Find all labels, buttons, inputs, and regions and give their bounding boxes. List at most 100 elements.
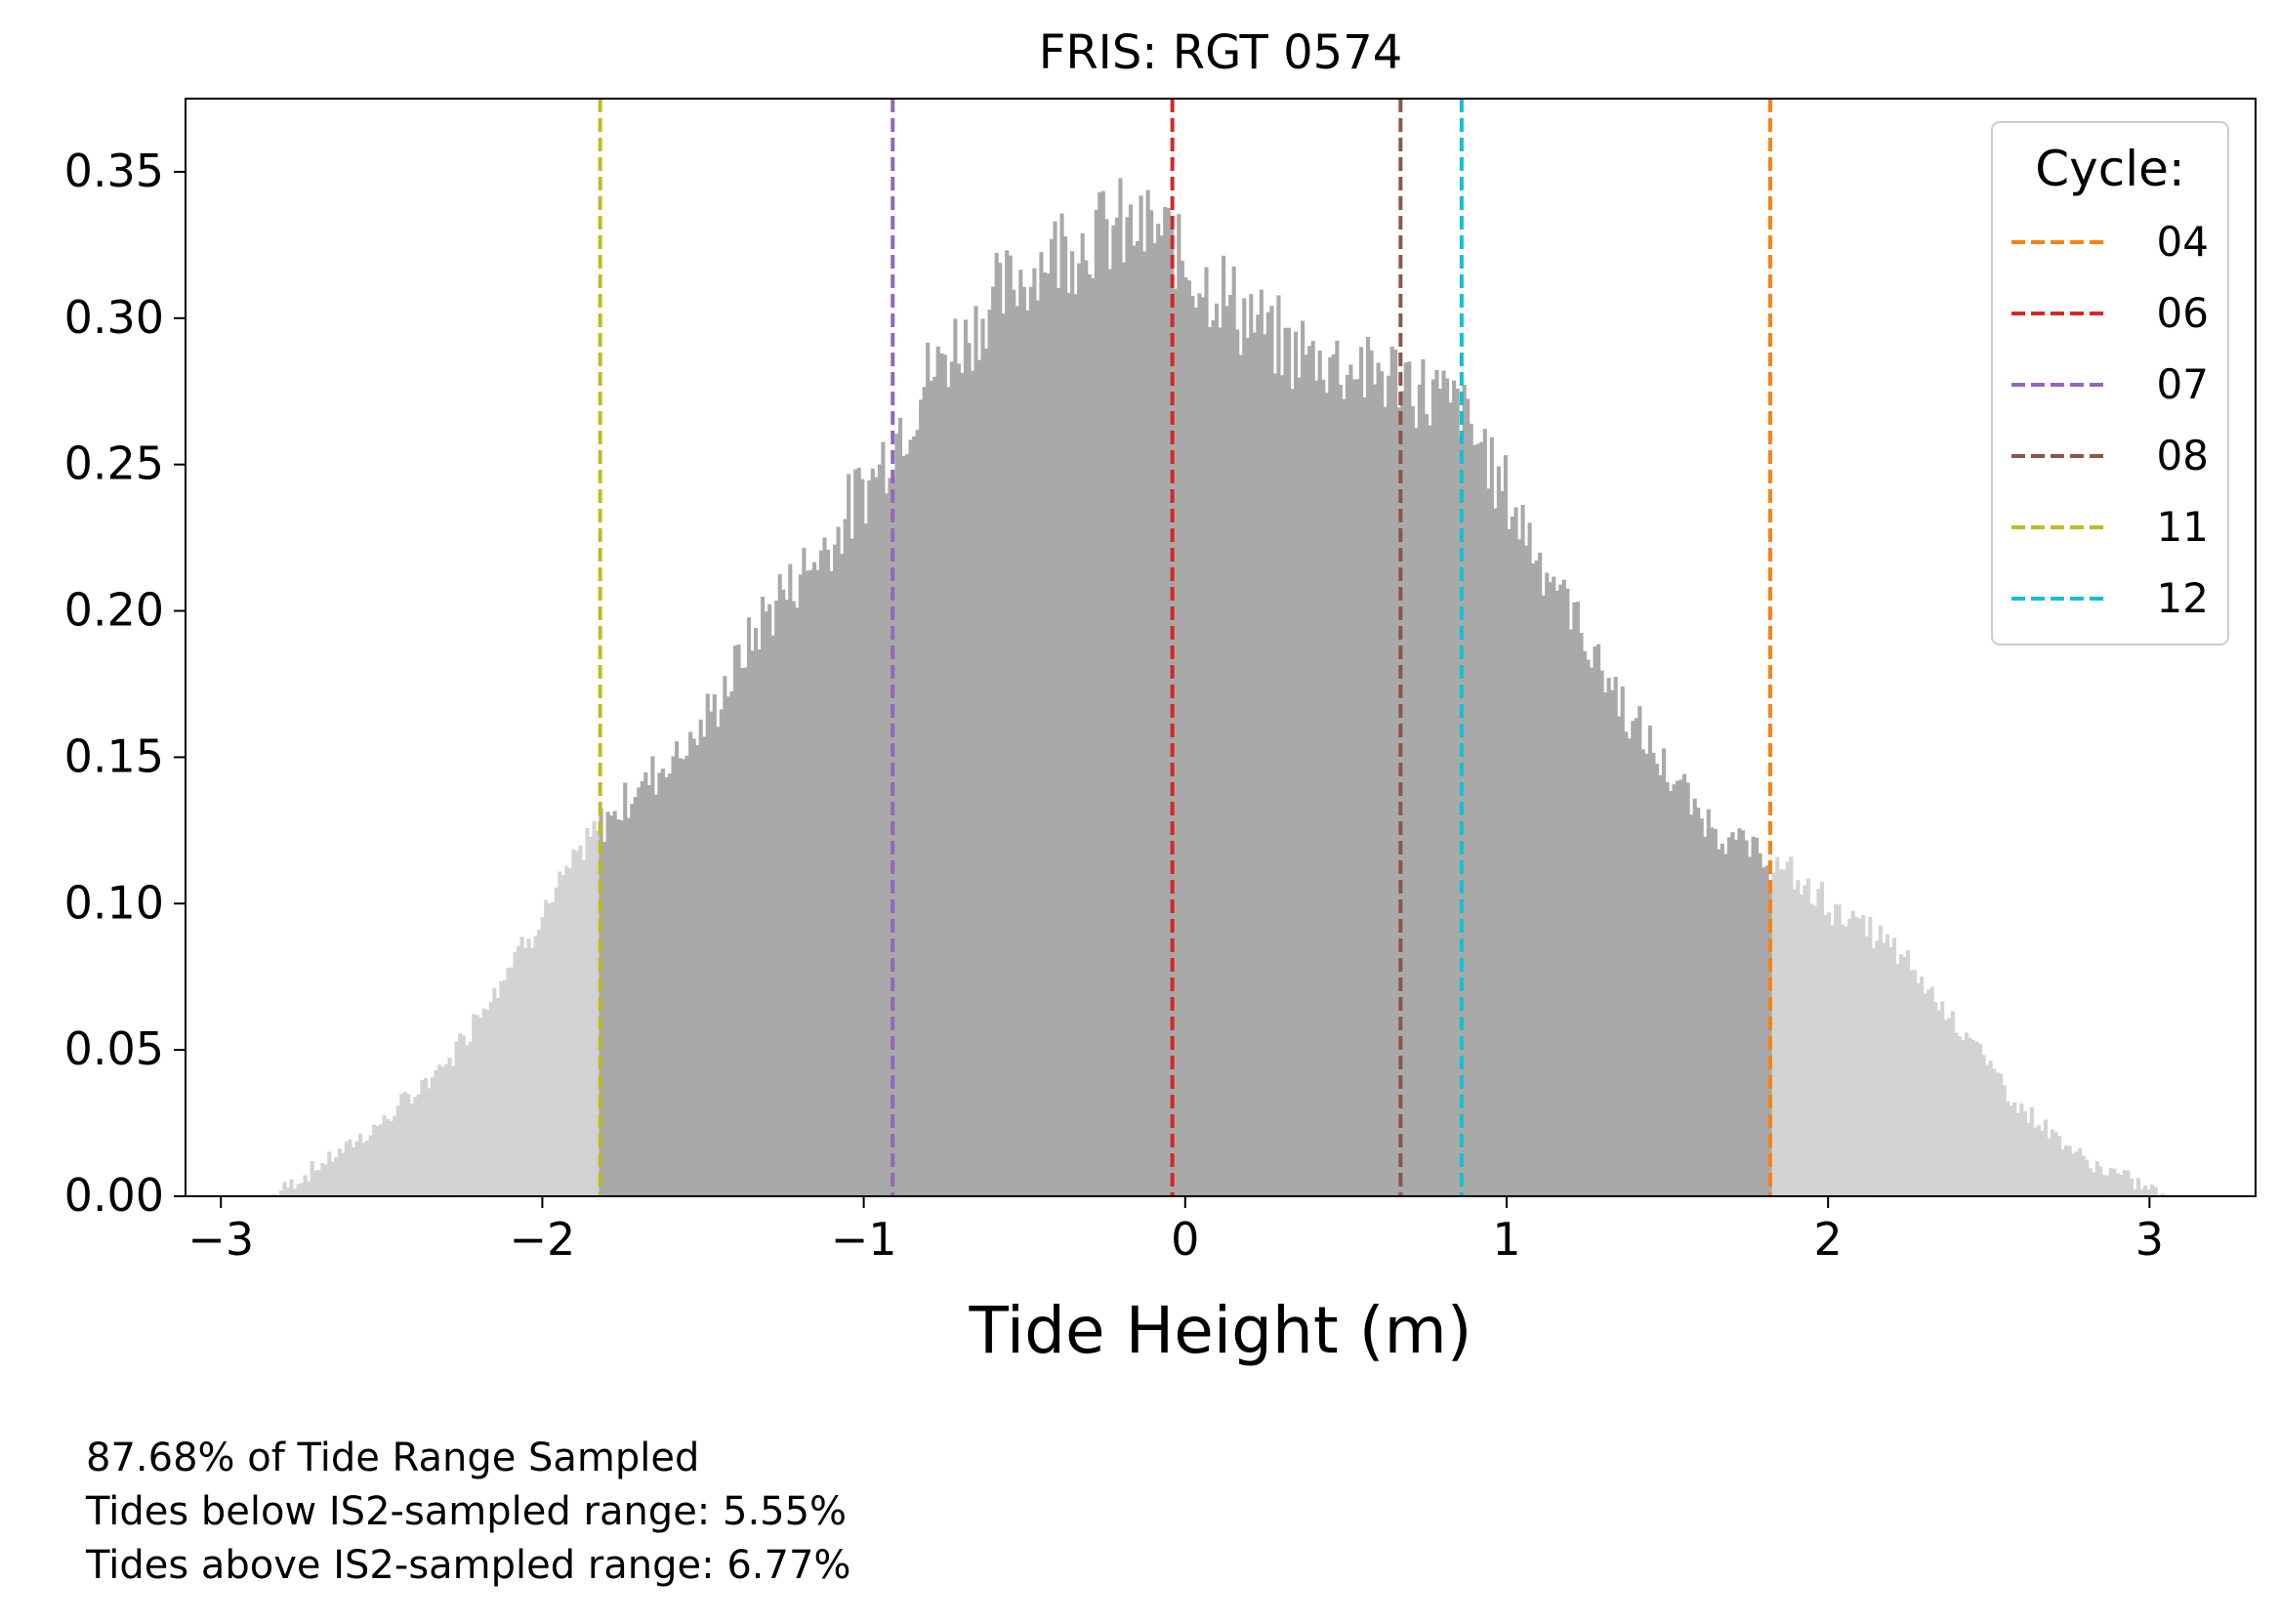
histogram-bar bbox=[767, 604, 772, 1196]
histogram-bar bbox=[1012, 289, 1016, 1196]
histogram-bar bbox=[2067, 1145, 2072, 1196]
histogram-bar bbox=[884, 493, 889, 1196]
histogram-bar bbox=[547, 903, 552, 1196]
histogram-bar bbox=[1696, 808, 1701, 1196]
histogram-bar bbox=[1111, 225, 1116, 1196]
histogram-bar bbox=[2053, 1132, 2058, 1196]
histogram-bar bbox=[564, 865, 569, 1196]
histogram-bar bbox=[1575, 602, 1580, 1196]
histogram-bar bbox=[643, 771, 648, 1196]
histogram-bar bbox=[1507, 528, 1512, 1196]
histogram-bar bbox=[1430, 379, 1436, 1196]
histogram-bar bbox=[436, 1064, 442, 1196]
histogram-bar bbox=[1913, 970, 1918, 1196]
histogram-bar bbox=[447, 1057, 452, 1196]
histogram-bar bbox=[863, 523, 868, 1196]
histogram-bar bbox=[2022, 1110, 2027, 1196]
histogram-bar bbox=[602, 842, 607, 1196]
histogram-bar bbox=[1294, 331, 1299, 1196]
histogram-bar bbox=[1534, 560, 1539, 1196]
histogram-bar bbox=[2029, 1106, 2034, 1196]
y-tick-label: 0.35 bbox=[64, 145, 164, 197]
histogram-bar bbox=[967, 343, 972, 1196]
histogram-bar bbox=[1080, 232, 1085, 1196]
histogram-bar bbox=[516, 946, 521, 1196]
histogram-bar bbox=[393, 1115, 397, 1196]
histogram-bar bbox=[784, 600, 789, 1196]
histogram-bar bbox=[1348, 364, 1353, 1196]
histogram-bar bbox=[1940, 1001, 1945, 1196]
histogram-bar bbox=[2009, 1105, 2013, 1196]
histogram-bar bbox=[750, 650, 755, 1196]
histogram-bar bbox=[798, 574, 803, 1196]
histogram-bar bbox=[1128, 204, 1134, 1196]
histogram-bar bbox=[777, 573, 782, 1196]
histogram-bar bbox=[894, 434, 899, 1196]
histogram-bar bbox=[502, 979, 508, 1196]
histogram-bar bbox=[795, 607, 800, 1196]
histogram-bar bbox=[1510, 516, 1515, 1196]
histogram-bar bbox=[1706, 809, 1711, 1196]
histogram-bar bbox=[856, 467, 861, 1196]
histogram-bar bbox=[1094, 209, 1098, 1196]
histogram-bar bbox=[1758, 853, 1762, 1196]
sampled-range-note: 87.68% of Tide Range Sampled bbox=[86, 1436, 700, 1480]
histogram-bar bbox=[653, 794, 658, 1196]
histogram-bar bbox=[843, 519, 848, 1196]
histogram-bar bbox=[2026, 1122, 2031, 1196]
histogram-bar bbox=[1737, 828, 1742, 1196]
histogram-bar bbox=[660, 769, 666, 1196]
histogram-bar bbox=[354, 1141, 359, 1196]
histogram-bar bbox=[2088, 1168, 2093, 1196]
histogram-bar bbox=[953, 318, 958, 1196]
histogram-bar bbox=[739, 667, 745, 1196]
histogram-bar bbox=[1335, 340, 1340, 1197]
histogram-bar bbox=[1445, 378, 1450, 1196]
histogram-bar bbox=[942, 354, 947, 1196]
histogram-bar bbox=[1678, 779, 1683, 1196]
histogram-bar bbox=[956, 363, 961, 1197]
histogram-bar bbox=[1452, 380, 1457, 1197]
histogram-bar bbox=[310, 1161, 314, 1196]
histogram-bar bbox=[2101, 1175, 2106, 1196]
histogram-bar bbox=[1059, 213, 1064, 1196]
histogram-bar bbox=[1125, 217, 1130, 1196]
histogram-bar bbox=[1720, 843, 1724, 1196]
histogram-bar bbox=[1593, 645, 1597, 1196]
histogram-bar bbox=[1351, 379, 1357, 1196]
histogram-bar bbox=[630, 804, 635, 1196]
histogram-bar bbox=[732, 645, 738, 1196]
histogram-bar bbox=[307, 1181, 311, 1196]
histogram-bar bbox=[805, 570, 809, 1196]
histogram-bar bbox=[1204, 267, 1209, 1197]
histogram-bar bbox=[1249, 294, 1254, 1196]
histogram-bar bbox=[1717, 849, 1721, 1196]
histogram-bar bbox=[1503, 455, 1509, 1196]
histogram-bar bbox=[698, 719, 703, 1196]
histogram-bar bbox=[348, 1139, 352, 1196]
legend-title: Cycle: bbox=[2035, 141, 2185, 197]
histogram-bar bbox=[682, 759, 686, 1196]
histogram-bar bbox=[2105, 1175, 2110, 1196]
histogram-bar bbox=[976, 359, 982, 1196]
histogram-bar bbox=[2126, 1170, 2131, 1196]
histogram-bar bbox=[754, 628, 759, 1196]
histogram-bar bbox=[1310, 341, 1315, 1197]
histogram-bar bbox=[946, 387, 951, 1197]
histogram-bar bbox=[1520, 505, 1525, 1196]
legend-label-11: 11 bbox=[2157, 503, 2209, 551]
histogram-bar bbox=[571, 850, 576, 1196]
histogram-bar bbox=[1902, 956, 1907, 1196]
histogram-bar bbox=[1606, 678, 1611, 1196]
histogram-bar bbox=[1355, 379, 1360, 1196]
histogram-bar bbox=[825, 549, 831, 1196]
histogram-bar bbox=[481, 1008, 486, 1196]
histogram-bar bbox=[1885, 934, 1889, 1196]
histogram-bar bbox=[1410, 405, 1415, 1197]
histogram-bar bbox=[1063, 236, 1068, 1197]
histogram-bar bbox=[1407, 361, 1412, 1196]
histogram-bar bbox=[926, 342, 931, 1197]
histogram-bar bbox=[1895, 964, 1900, 1196]
histogram-bar bbox=[870, 468, 875, 1196]
histogram-bar bbox=[1985, 1064, 1990, 1196]
